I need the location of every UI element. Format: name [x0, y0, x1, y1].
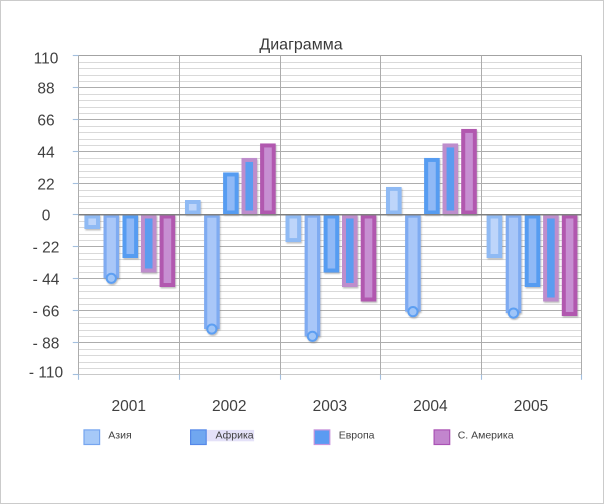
- svg-text:0: 0: [42, 207, 51, 224]
- svg-text:С. Америка: С. Америка: [458, 429, 514, 441]
- svg-text:- 44: - 44: [33, 271, 60, 288]
- svg-text:- 88: - 88: [33, 335, 60, 352]
- svg-text:Диаграмма: Диаграмма: [259, 36, 342, 53]
- svg-text:2004: 2004: [413, 398, 448, 415]
- svg-text:44: 44: [37, 144, 55, 161]
- svg-text:2003: 2003: [313, 398, 347, 415]
- svg-text:2002: 2002: [212, 398, 246, 415]
- svg-text:- 22: - 22: [33, 239, 60, 256]
- svg-text:88: 88: [37, 80, 54, 97]
- svg-text:- 110: - 110: [29, 365, 64, 382]
- svg-text:66: 66: [37, 112, 54, 129]
- svg-text:Европа: Европа: [339, 429, 375, 441]
- svg-text:2001: 2001: [112, 398, 146, 415]
- svg-text:2005: 2005: [514, 398, 548, 415]
- svg-text:22: 22: [37, 176, 54, 193]
- svg-text:Африка: Африка: [216, 429, 254, 441]
- svg-text:Азия: Азия: [108, 429, 131, 441]
- svg-text:110: 110: [34, 50, 59, 67]
- svg-text:- 66: - 66: [33, 303, 60, 320]
